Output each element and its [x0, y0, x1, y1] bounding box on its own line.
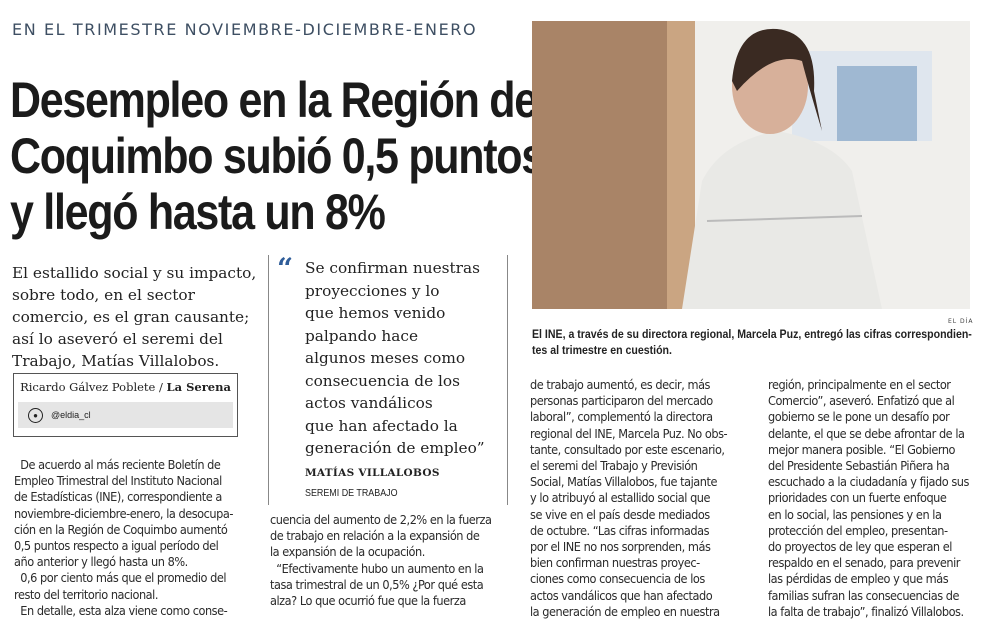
text-line: Trabajo, Matías Villalobos. — [12, 352, 220, 370]
text-line: y lo atribuyó al estallido social que — [530, 491, 711, 506]
text-line: consecuencia de los — [305, 371, 460, 390]
pull-quote: “ Se confirman nuestras proyecciones y lo… — [268, 255, 508, 505]
text-line: Desempleo en la Región de — [10, 72, 538, 128]
text-line: laboral”, complementó la directora — [530, 410, 713, 425]
text-line: tante, consultado por este escenario, — [530, 442, 725, 457]
text-line: familias sufran las consecuencias de — [768, 588, 960, 603]
byline-box: Ricardo Gálvez Poblete / La Serena ● @el… — [13, 373, 238, 437]
text-line: En detalle, esta alza viene como conse- — [14, 603, 228, 618]
text-line: proyecciones y lo — [305, 281, 440, 300]
text-line: se vive en el país desde mediados — [530, 507, 710, 522]
text-line: que han afectado la — [305, 416, 458, 435]
text-line: “Efectivamente hubo un aumento en la — [270, 561, 484, 576]
text-line: palpando hace — [305, 326, 419, 345]
social-handle-bar: ● @eldia_cl — [18, 402, 233, 428]
twitter-handle[interactable]: @eldia_cl — [51, 410, 91, 420]
text-line: año anterior y llegó hasta un 8%. — [14, 555, 188, 570]
text-line: tasa trimestral de un 0,5% ¿Por qué esta — [270, 577, 484, 592]
text-line: actos vandálicos — [305, 394, 433, 412]
text-line: El estallido social y su impacto, — [12, 264, 257, 282]
text-line: y llegó hasta un 8% — [10, 184, 386, 240]
kicker: EN EL TRIMESTRE NOVIEMBRE-DICIEMBRE-ENER… — [12, 20, 478, 39]
text-line: delante, el que se debe afrontar de la — [768, 426, 965, 441]
text-line: del Presidente Sebastián Piñera ha — [768, 459, 950, 474]
text-line: Coquimbo subió 0,5 puntos — [10, 128, 545, 184]
text-line: resto del territorio nacional. — [14, 587, 158, 602]
text-line: personas participaron del mercado — [530, 394, 713, 409]
text-line: 0,6 por ciento más que el promedio del — [14, 571, 227, 586]
text-line: Se confirman nuestras — [305, 259, 480, 277]
text-line: noviembre-diciembre-enero, la desocupa- — [14, 506, 233, 521]
text-line: en lo social, las pensiones y en la — [768, 507, 942, 522]
body-column-3: de trabajo aumentó, es decir, más persona… — [530, 377, 742, 620]
byline-place: La Serena — [166, 380, 231, 394]
headline: Desempleo en la Región de Coquimbo subió … — [10, 72, 545, 240]
text-line: la falta de trabajo”, finalizó Villalobo… — [768, 604, 964, 619]
body-column-1: De acuerdo al más reciente Boletín de Emp… — [14, 457, 249, 619]
text-line: de trabajo aumentó, es decir, más — [530, 378, 711, 392]
text-line: ción en la Región de Coquimbo aumentó — [14, 522, 228, 537]
twitter-icon: ● — [28, 407, 43, 423]
text-line: ciones como consecuencia de los — [530, 572, 705, 587]
text-line: respaldo en el senado, para prevenir — [768, 556, 961, 571]
text-line: do proyectos de ley que esperan el — [768, 540, 952, 555]
text-line: El INE, a través de su directora regiona… — [532, 329, 972, 341]
quote-text: Se confirman nuestras proyecciones y lo qu… — [305, 257, 485, 460]
quote-author: MATÍAS VILLALOBOS — [305, 467, 440, 479]
text-line: de octubre. “Las cifras informadas — [530, 523, 710, 538]
text-line: así lo aseveró el seremi del — [12, 330, 223, 348]
text-line: bien confirman nuestras proyec- — [530, 556, 700, 571]
text-line: actos vandálicos que han afectado — [530, 588, 713, 603]
text-line: tes al trimestre en cuestión. — [532, 345, 672, 357]
text-line: de Estadísticas (INE), correspondiente a — [14, 490, 222, 505]
quote-role: SEREMI DE TRABAJO — [305, 487, 398, 499]
text-line: cuencia del aumento de 2,2% en la fuerza — [270, 513, 492, 527]
text-line: generación de empleo” — [305, 439, 485, 457]
text-line: prioridades con un fuerte enfoque — [768, 491, 947, 506]
byline: Ricardo Gálvez Poblete / La Serena — [18, 380, 233, 394]
text-line: Comercio”, aseveró. Enfatizó que al — [768, 394, 955, 409]
text-line: sobre todo, en el sector — [12, 286, 195, 304]
text-line: la expansión de la ocupación. — [270, 545, 425, 560]
text-line: escuchado a la ciudadanía y fijado sus — [768, 475, 969, 490]
text-line: mejor manera posible. “El Gobierno — [768, 442, 956, 457]
text-line: por el INE no nos sorprenden, más — [530, 540, 711, 555]
photo-credit: EL DÍA — [948, 318, 974, 325]
text-line: gobierno se le pone un desafío por — [768, 410, 950, 425]
text-line: región, principalmente en el sector — [768, 378, 951, 392]
text-line: alza? Lo que ocurrió fue que la fuerza — [270, 594, 466, 609]
body-column-2: cuencia del aumento de 2,2% en la fuerza… — [270, 512, 508, 609]
text-line: que hemos venido — [305, 304, 446, 322]
text-line: regional del INE, Marcela Puz. No obs- — [530, 426, 728, 441]
quote-mark-icon: “ — [277, 252, 294, 285]
body-column-4: región, principalmente en el sector Comer… — [768, 377, 981, 620]
article-photo — [532, 21, 970, 309]
text-line: Social, Matías Villalobos, fue tajante — [530, 475, 717, 490]
text-line: la generación de empleo en nuestra — [530, 604, 720, 619]
text-line: las pérdidas de empleo y que más — [768, 572, 949, 587]
byline-author: Ricardo Gálvez Poblete / — [20, 380, 163, 394]
text-line: de trabajo en relación a la expansión de — [270, 529, 480, 544]
text-line: comercio, es el gran causante; — [12, 308, 250, 326]
text-line: Empleo Trimestral del Instituto Nacional — [14, 474, 222, 489]
text-line: algunos meses como — [305, 349, 466, 367]
text-line: el seremi del Trabajo y Previsión — [530, 459, 698, 474]
text-line: protección del empleo, presentan- — [768, 523, 948, 538]
lead-paragraph: El estallido social y su impacto, sobre t… — [12, 262, 257, 372]
photo-caption: El INE, a través de su directora regiona… — [532, 327, 972, 359]
text-line: 0,5 puntos respecto a igual período del — [14, 539, 219, 554]
text-line: De acuerdo al más reciente Boletín de — [14, 458, 221, 472]
